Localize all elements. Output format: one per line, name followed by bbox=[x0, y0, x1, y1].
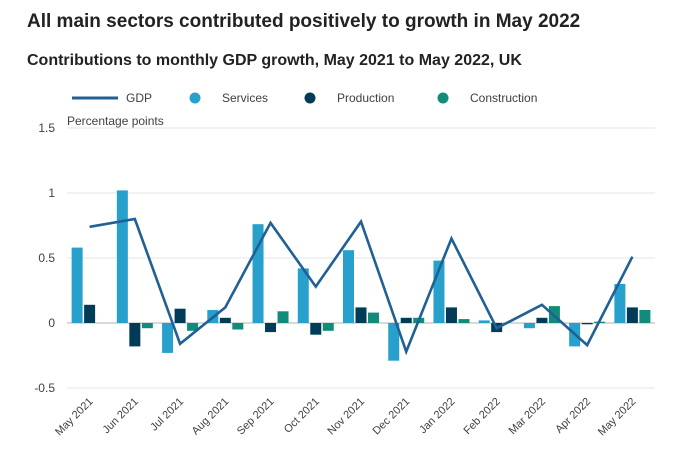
bar-construction bbox=[368, 312, 379, 323]
bar-production bbox=[129, 323, 141, 347]
x-tick-label: Aug 2021 bbox=[190, 396, 232, 438]
bar-production bbox=[400, 317, 412, 323]
bar-construction bbox=[322, 323, 334, 331]
x-tick-label: Jul 2021 bbox=[148, 396, 186, 434]
legend-label-gdp: GDP bbox=[126, 91, 152, 105]
bar-services bbox=[71, 247, 83, 323]
chart-subtitle: Contributions to monthly GDP growth, May… bbox=[27, 52, 522, 69]
x-tick-label: Jan 2022 bbox=[417, 396, 457, 436]
x-tick-label: Mar 2022 bbox=[507, 396, 548, 437]
legend-label-construction: Construction bbox=[470, 91, 537, 105]
bar-construction bbox=[458, 319, 470, 323]
legend-label-production: Production bbox=[337, 91, 394, 105]
y-tick-label: 0 bbox=[48, 316, 55, 330]
x-tick-label: Oct 2021 bbox=[282, 396, 322, 436]
y-tick-label: 1.5 bbox=[38, 121, 55, 135]
bar-production bbox=[84, 304, 96, 323]
bar-services bbox=[116, 190, 128, 323]
bar-production bbox=[174, 308, 186, 323]
bar-construction bbox=[277, 311, 289, 323]
bar-production bbox=[536, 317, 548, 323]
bar-services bbox=[343, 250, 354, 323]
legend-label-services: Services bbox=[222, 91, 268, 105]
bar-construction bbox=[639, 310, 651, 323]
bar-services bbox=[478, 320, 490, 323]
bar-production bbox=[310, 323, 322, 335]
x-tick-label: May 2021 bbox=[53, 396, 96, 439]
y-axis-label: Percentage points bbox=[67, 114, 164, 128]
line-gdp bbox=[89, 217, 634, 356]
bar-production bbox=[355, 307, 367, 323]
bar-construction bbox=[187, 323, 199, 331]
legend-swatch-production bbox=[304, 92, 316, 104]
bar-services bbox=[523, 323, 535, 329]
bar-production bbox=[445, 307, 457, 323]
bar-production bbox=[219, 317, 231, 323]
bar-services bbox=[162, 323, 174, 353]
x-tick-label: Sep 2021 bbox=[235, 396, 277, 438]
bar-services bbox=[614, 284, 626, 323]
y-tick-label: 1 bbox=[48, 186, 55, 200]
legend-swatch-construction bbox=[437, 92, 449, 104]
x-tick-label: Dec 2021 bbox=[371, 396, 413, 438]
bar-services bbox=[388, 323, 400, 361]
x-tick-label: Nov 2021 bbox=[325, 396, 367, 438]
x-tick-label: May 2022 bbox=[596, 396, 639, 439]
y-tick-label: 0.5 bbox=[38, 251, 55, 265]
bar-services bbox=[252, 224, 264, 323]
x-tick-label: Jun 2021 bbox=[100, 396, 140, 436]
legend-swatch-services bbox=[189, 92, 201, 104]
bar-services bbox=[433, 260, 445, 323]
bar-construction bbox=[232, 323, 244, 330]
bar-production bbox=[626, 307, 638, 323]
x-tick-label: Apr 2022 bbox=[553, 396, 593, 436]
bar-services bbox=[297, 268, 309, 323]
x-tick-label: Feb 2022 bbox=[461, 396, 502, 437]
bar-production bbox=[581, 323, 593, 325]
y-tick-label: -0.5 bbox=[34, 381, 55, 395]
bar-production bbox=[265, 323, 277, 333]
bar-construction bbox=[141, 323, 153, 329]
chart-title: All main sectors contributed positively … bbox=[27, 11, 581, 32]
